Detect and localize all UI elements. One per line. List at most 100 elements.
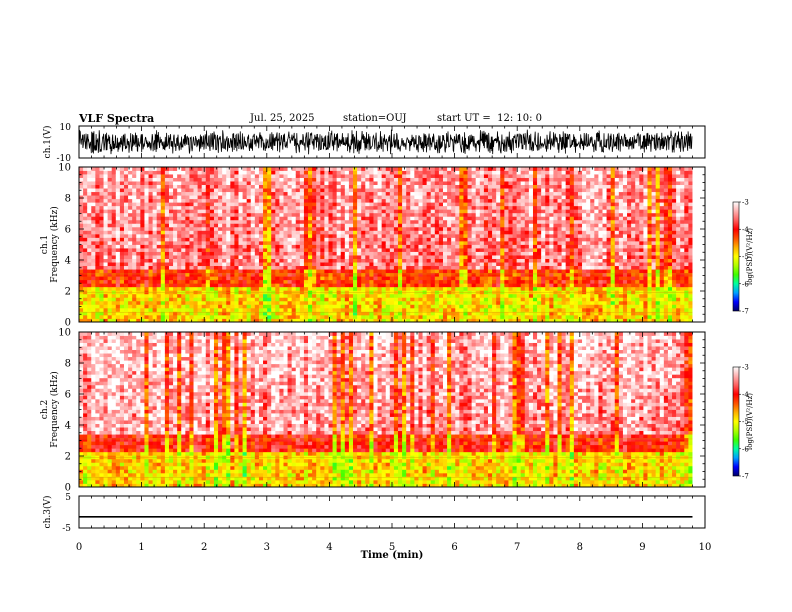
spectrogram-cell xyxy=(348,195,354,200)
spectrogram-cell xyxy=(119,279,125,284)
spectrogram-cell xyxy=(238,244,243,249)
spectrogram-cell xyxy=(434,307,440,312)
spectrogram-cell xyxy=(144,198,149,203)
spectrogram-cell xyxy=(303,167,309,171)
spectrogram-cell xyxy=(467,230,473,235)
spectrogram-cell xyxy=(119,283,125,288)
spectrogram-cell xyxy=(487,283,493,288)
spectrogram-cell xyxy=(230,265,235,270)
spectrogram-cell xyxy=(373,216,378,221)
spectrogram-cell xyxy=(209,174,215,178)
spectrogram-cell xyxy=(463,248,468,252)
spectrogram-cell xyxy=(430,237,436,242)
spectrogram-cell xyxy=(164,195,170,200)
spectrogram-cell xyxy=(524,195,530,200)
spectrogram-cell xyxy=(524,237,530,242)
spectrogram-cell xyxy=(275,188,280,193)
spectrogram-cell xyxy=(107,209,113,214)
spectrogram-cell xyxy=(271,167,276,171)
spectrogram-cell xyxy=(87,191,92,196)
spectrogram-cell xyxy=(238,202,243,207)
spectrogram-cell xyxy=(402,248,407,252)
spectrogram-cell xyxy=(328,286,333,291)
spectrogram-cell xyxy=(430,255,436,259)
spectrogram-cell xyxy=(152,177,158,182)
spectrogram-cell xyxy=(299,205,305,210)
spectrogram-cell xyxy=(483,276,489,281)
spectrogram-cell xyxy=(193,209,199,214)
spectrogram-cell xyxy=(140,279,145,284)
spectrogram-cell xyxy=(263,202,268,207)
spectrogram-cell xyxy=(185,184,190,189)
spectrogram-cell xyxy=(516,205,522,210)
spectrogram-cell xyxy=(87,262,92,267)
spectrogram-cell xyxy=(205,205,211,210)
spectrogram-cell xyxy=(168,174,174,178)
spectrogram-cell xyxy=(430,191,436,196)
spectrogram-cell xyxy=(463,226,468,231)
spectrogram-cell xyxy=(128,219,133,224)
spectrogram-cell xyxy=(365,195,370,200)
spectrogram-cell xyxy=(91,230,96,235)
spectrogram-cell xyxy=(434,283,440,288)
spectrogram-cell xyxy=(426,307,432,312)
spectrogram-cell xyxy=(115,181,121,186)
spectrogram-cell xyxy=(185,240,190,245)
spectrogram-cell xyxy=(111,209,117,214)
spectrogram-cell xyxy=(238,191,243,196)
spectrogram-cell xyxy=(459,304,464,309)
spectrogram-cell xyxy=(426,286,432,291)
spectrogram-cell xyxy=(164,188,170,193)
spectrogram-cell xyxy=(537,265,542,270)
spectrogram-cell xyxy=(320,188,325,193)
spectrogram-cell xyxy=(234,205,239,210)
spectrogram-cell xyxy=(283,244,288,249)
spectrogram-cell xyxy=(451,226,456,231)
spectrogram-cell xyxy=(532,219,538,224)
spectrogram-cell xyxy=(483,205,489,210)
spectrogram-cell xyxy=(344,269,350,274)
spectrogram-cell xyxy=(123,293,129,298)
spectrogram-cell xyxy=(115,230,121,235)
spectrogram-cell xyxy=(283,272,288,277)
spectrogram-cell xyxy=(148,174,154,178)
spectrogram-cell xyxy=(377,265,383,270)
spectrogram-cell xyxy=(393,205,399,210)
spectrogram-cell xyxy=(79,209,84,214)
spectrogram-cell xyxy=(357,251,362,256)
spectrogram-cell xyxy=(402,170,407,175)
spectrogram-cell xyxy=(119,293,125,298)
spectrogram-cell xyxy=(303,307,309,312)
spectrogram-cell xyxy=(447,188,452,193)
spectrogram-cell xyxy=(479,276,485,281)
spectrogram-cell xyxy=(181,251,186,256)
spectrogram-cell xyxy=(402,300,407,305)
spectrogram-cell xyxy=(332,195,338,200)
spectrogram-cell xyxy=(189,237,194,242)
spectrogram-cell xyxy=(226,191,231,196)
spectrogram-cell xyxy=(287,219,293,224)
spectrogram-cell xyxy=(373,251,378,256)
spectrogram-cell xyxy=(348,209,354,214)
spectrogram-cell xyxy=(336,233,342,238)
spectrogram-cell xyxy=(320,191,325,196)
spectrogram-cell xyxy=(496,258,501,263)
spectrogram-cell xyxy=(291,240,297,245)
spectrogram-cell xyxy=(303,276,309,281)
spectrogram-cell xyxy=(500,314,505,319)
spectrogram-cell xyxy=(119,230,125,235)
spectrogram-cell xyxy=(123,314,129,319)
spectrogram-cell xyxy=(303,230,309,235)
spectrogram-cell xyxy=(463,205,468,210)
spectrogram-cell xyxy=(353,181,358,186)
spectrogram-cell xyxy=(316,209,321,214)
spectrogram-cell xyxy=(328,167,333,171)
spectrogram-cell xyxy=(492,279,497,284)
spectrogram-cell xyxy=(287,226,293,231)
spectrogram-cell xyxy=(103,262,109,267)
spectrogram-cell xyxy=(173,233,178,238)
spectrogram-cell xyxy=(164,212,170,217)
spectrogram-cell xyxy=(532,212,538,217)
spectrogram-cell xyxy=(353,219,358,224)
spectrogram-cell xyxy=(357,297,362,302)
